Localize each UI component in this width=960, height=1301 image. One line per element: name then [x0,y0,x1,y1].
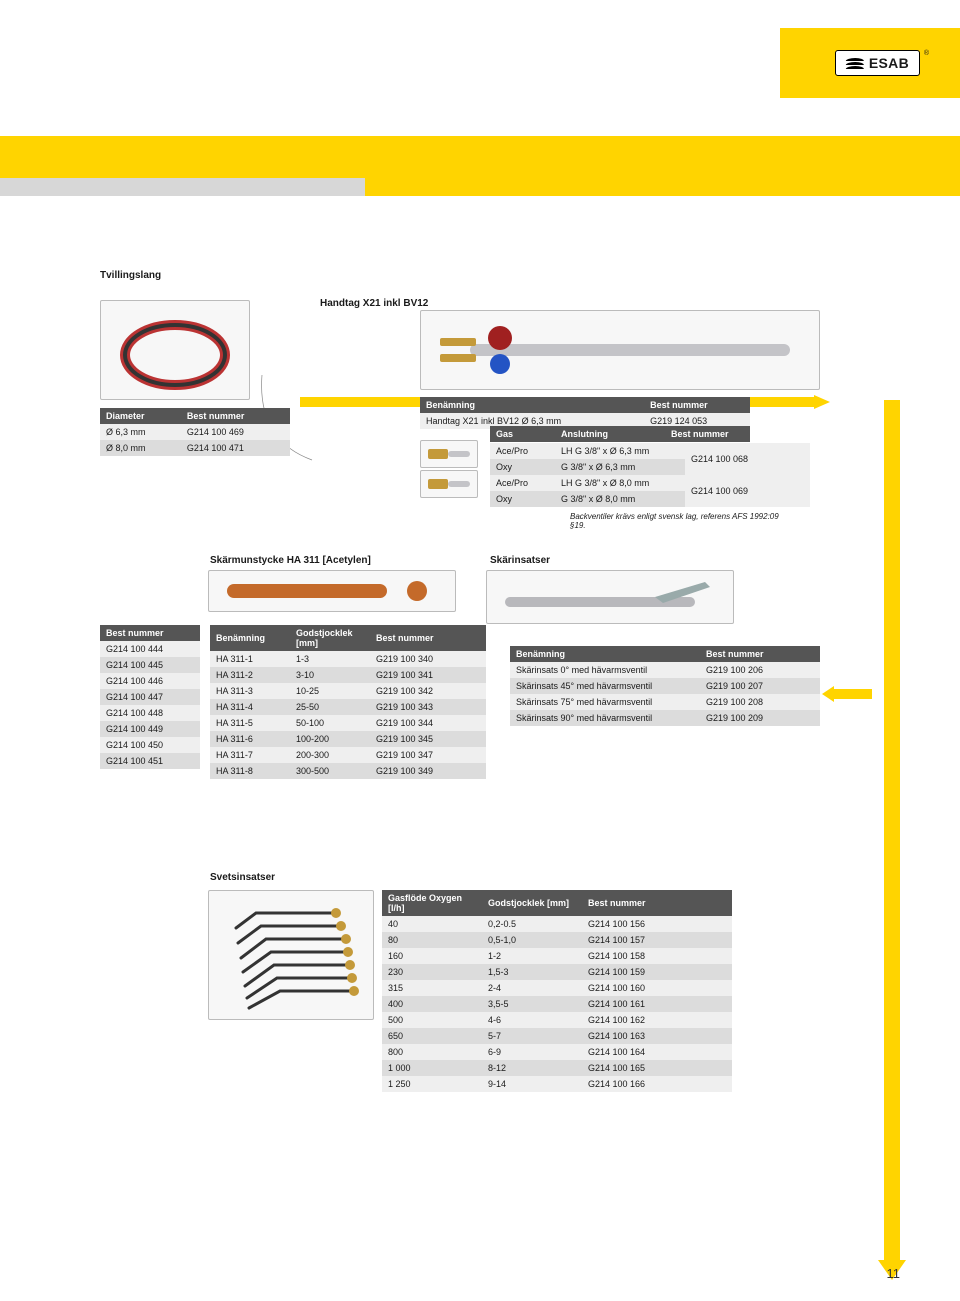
section-title-tvillingslang: Tvillingslang [100,270,161,281]
product-image-hose [100,300,250,400]
table-row: G214 100 446 [100,673,200,689]
table-row: Ace/ProLH G 3/8" x Ø 8,0 mmG214 100 069 [490,475,810,491]
th-godstjocklek: Godstjocklek [mm] [290,625,370,651]
header-gray-block [0,178,365,196]
table-row: G214 100 450 [100,737,200,753]
th-diameter: Diameter [100,408,181,424]
page-number: 11 [887,1266,901,1281]
section-title-skarmunstycke: Skärmunstycke HA 311 [Acetylen] [210,555,371,566]
th-bestnummer: Best nummer [665,426,750,442]
th-bestnummer: Best nummer [644,397,750,413]
table-row: Skärinsats 0° med hävarmsventilG219 100 … [510,662,820,678]
table-row: HA 311-23-10G219 100 341 [210,667,486,683]
flow-arrow-down [878,400,906,1280]
table-row: HA 311-550-100G219 100 344 [210,715,486,731]
th-benamning: Benämning [510,646,700,662]
table-row: Skärinsats 45° med hävarmsventilG219 100… [510,678,820,694]
brand-logo: ESAB ® [835,50,920,76]
th-benamning: Benämning [420,397,644,413]
product-image-handtag [420,310,820,390]
section-title-skarinsatser: Skärinsatser [490,555,550,566]
table-row: Skärinsats 75° med hävarmsventilG219 100… [510,694,820,710]
th-bestnummer: Best nummer [370,625,486,651]
table-skarmunstycke: BenämningGodstjocklek [mm]Best nummer HA… [210,625,486,779]
table-row: G214 100 444 [100,641,200,657]
anslutning-icon-2 [420,470,478,498]
product-image-nozzle [208,570,456,612]
flow-arrow-left [822,686,872,702]
header-strip [0,136,960,196]
table-diameter: DiameterBest nummer Ø 6,3 mmG214 100 469… [100,408,290,456]
table-row: HA 311-6100-200G219 100 345 [210,731,486,747]
brand-bar: ESAB ® [780,28,960,98]
footnote-backventiler: Backventiler krävs enligt svensk lag, re… [570,512,790,530]
brand-name: ESAB [869,55,909,71]
table-row: HA 311-7200-300G219 100 347 [210,747,486,763]
section-title-handtag: Handtag X21 inkl BV12 [320,298,428,309]
table-row: 1 0008-12G214 100 165 [382,1060,732,1076]
table-row: G214 100 449 [100,721,200,737]
table-row: Ø 6,3 mmG214 100 469 [100,424,290,440]
table-row: G214 100 448 [100,705,200,721]
table-row: HA 311-310-25G219 100 342 [210,683,486,699]
section-title-svetsinsatser: Svetsinsatser [210,872,275,883]
th-benamning: Benämning [210,625,290,651]
registered-icon: ® [924,50,929,57]
table-row: G214 100 445 [100,657,200,673]
table-row: 1601-2G214 100 158 [382,948,732,964]
th-gas: Gas [490,426,555,442]
anslutning-icon-1 [420,440,478,468]
table-row: Ø 8,0 mmG214 100 471 [100,440,290,456]
table-row: 4003,5-5G214 100 161 [382,996,732,1012]
table-row: 5004-6G214 100 162 [382,1012,732,1028]
table-handtag: BenämningBest nummer Handtag X21 inkl BV… [420,397,750,429]
th-godstjocklek: Godstjocklek [mm] [482,890,582,916]
th-bestnummer: Best nummer [181,408,290,424]
th-bestnummer: Best nummer [582,890,732,916]
table-row: 800,5-1,0G214 100 157 [382,932,732,948]
table-row: HA 311-11-3G219 100 340 [210,651,486,667]
table-row: 1 2509-14G214 100 166 [382,1076,732,1092]
table-row: 3152-4G214 100 160 [382,980,732,996]
logo-waves-icon [846,58,864,69]
product-image-cutting-insert [486,570,734,624]
table-svetsinsatser: Gasflöde Oxygen [l/h]Godstjocklek [mm]Be… [382,890,732,1092]
table-row: Ace/ProLH G 3/8" x Ø 6,3 mmG214 100 068 [490,443,810,459]
table-aceoxy: Ace/ProLH G 3/8" x Ø 6,3 mmG214 100 068 … [490,443,810,507]
table-row: G214 100 451 [100,753,200,769]
table-bestnummer-column: Best nummer G214 100 444 G214 100 445 G2… [100,625,200,769]
th-bestnummer: Best nummer [700,646,820,662]
table-row: 6505-7G214 100 163 [382,1028,732,1044]
th-bestnummer: Best nummer [100,625,200,641]
table-gas-header: GasAnslutningBest nummer [490,426,750,442]
table-row: HA 311-425-50G219 100 343 [210,699,486,715]
th-gasflode: Gasflöde Oxygen [l/h] [382,890,482,916]
table-skarinsatser: BenämningBest nummer Skärinsats 0° med h… [510,646,820,726]
table-row: G214 100 447 [100,689,200,705]
product-image-welding-inserts [208,890,374,1020]
table-row: 2301,5-3G214 100 159 [382,964,732,980]
table-row: 8006-9G214 100 164 [382,1044,732,1060]
table-row: HA 311-8300-500G219 100 349 [210,763,486,779]
table-row: 400,2-0.5G214 100 156 [382,916,732,932]
table-row: Skärinsats 90° med hävarmsventilG219 100… [510,710,820,726]
th-anslutning: Anslutning [555,426,665,442]
